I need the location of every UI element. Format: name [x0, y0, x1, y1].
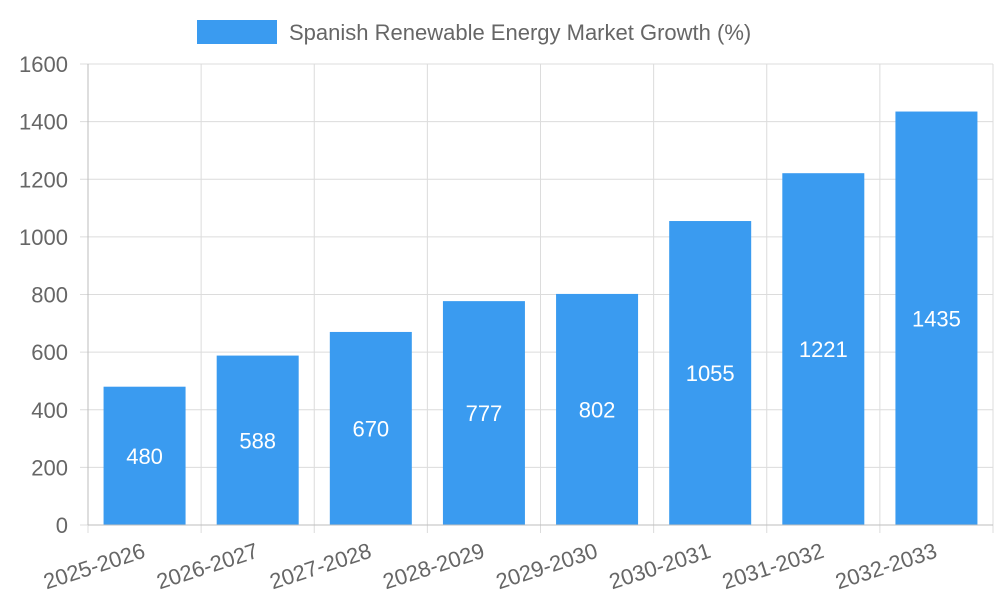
bar-value-label: 670	[352, 416, 389, 441]
x-tick-label: 2031-2032	[719, 538, 827, 594]
bars: 480 588 670 777 802 1055 1221 1435	[103, 111, 978, 526]
legend[interactable]: Spanish Renewable Energy Market Growth (…	[197, 20, 751, 45]
x-tick-label: 2026-2027	[153, 538, 261, 594]
y-tick-label: 800	[31, 283, 68, 308]
x-tick-label: 2029-2030	[493, 538, 601, 594]
bar-value-label: 1055	[686, 361, 735, 386]
legend-swatch	[197, 20, 277, 44]
y-tick-label: 600	[31, 340, 68, 365]
bar-2027-2028[interactable]	[329, 331, 412, 525]
bar-2030-2031[interactable]	[669, 221, 752, 525]
bar-2025-2026[interactable]	[103, 386, 186, 525]
bar-2032-2033[interactable]	[895, 111, 978, 526]
y-tick-label: 1200	[19, 167, 68, 192]
y-tick-label: 1600	[19, 52, 68, 77]
x-tick-label: 2032-2033	[832, 538, 940, 594]
bar-value-label: 1221	[799, 337, 848, 362]
gridlines	[80, 63, 994, 533]
y-tick-label: 400	[31, 398, 68, 423]
x-tick-label: 2025-2026	[40, 538, 148, 594]
bar-2031-2032[interactable]	[782, 173, 865, 525]
bar-value-label: 802	[579, 397, 616, 422]
y-tick-label: 0	[56, 513, 68, 538]
y-tick-label: 1000	[19, 225, 68, 250]
bar-2029-2030[interactable]	[556, 293, 639, 525]
bar-2026-2027[interactable]	[216, 355, 299, 525]
x-tick-label: 2030-2031	[606, 538, 714, 594]
bar-value-label: 480	[126, 444, 163, 469]
bar-value-label: 777	[466, 401, 503, 426]
bar-value-label: 588	[239, 428, 276, 453]
bar-2028-2029[interactable]	[442, 301, 525, 525]
bar-value-label: 1435	[912, 306, 961, 331]
legend-label: Spanish Renewable Energy Market Growth (…	[289, 20, 751, 45]
y-tick-label: 1400	[19, 110, 68, 135]
x-tick-label: 2028-2029	[380, 538, 488, 594]
y-tick-label: 200	[31, 455, 68, 480]
x-tick-label: 2027-2028	[267, 538, 375, 594]
